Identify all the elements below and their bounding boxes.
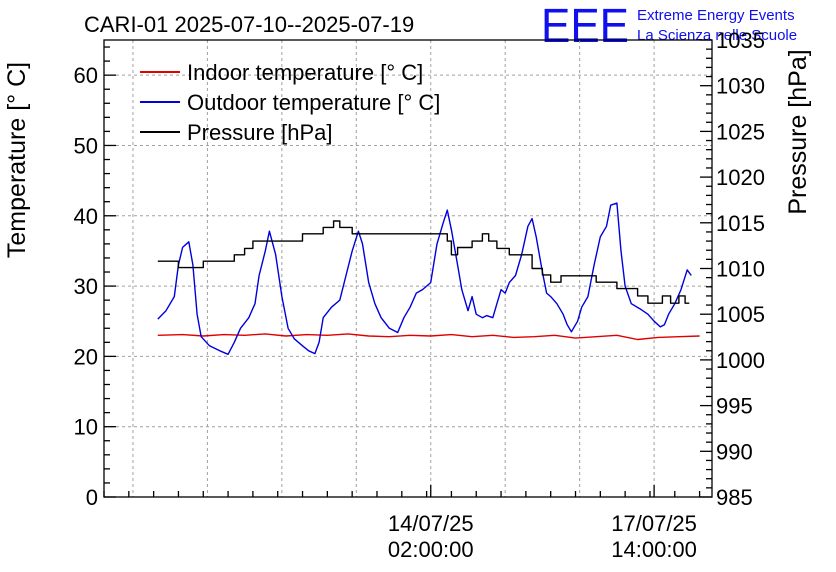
y-left-tick-label: 10: [74, 415, 98, 440]
grid: [104, 40, 712, 497]
y-right-tick-label: 1020: [716, 165, 765, 190]
legend: Indoor temperature [° C] Outdoor temperat…: [140, 60, 440, 145]
y-right-tick-label: 990: [716, 439, 753, 464]
x-tick-time: 02:00:00: [388, 537, 474, 562]
y-left-tick-label: 40: [74, 204, 98, 229]
x-tick-date: 17/07/25: [611, 511, 697, 536]
legend-label: Pressure [hPa]: [187, 120, 333, 145]
y-right-tick-label: 1025: [716, 119, 765, 144]
y-right-tick-label: 1010: [716, 257, 765, 282]
y-right-tick-label: 1000: [716, 348, 765, 373]
legend-label: Indoor temperature [° C]: [187, 60, 423, 85]
y-right-tick-label: 1005: [716, 302, 765, 327]
eee-logo: EEE Extreme Energy Events La Scienza nel…: [541, 0, 797, 53]
y-left-tick-label: 50: [74, 133, 98, 158]
y-right-tick-label: 1035: [716, 28, 765, 53]
y-axis-right-title: Pressure [hPa]: [784, 49, 812, 214]
y-right-tick-label: 1015: [716, 211, 765, 236]
plot-series: [157, 202, 700, 355]
logo-mark: EEE: [541, 0, 629, 53]
y-left-tick-label: 60: [74, 63, 98, 88]
y-left-tick-label: 20: [74, 344, 98, 369]
axes: 0102030405060985990995100010051010101510…: [74, 28, 765, 562]
x-tick-date: 14/07/25: [388, 511, 474, 536]
y-right-tick-label: 995: [716, 394, 753, 419]
legend-label: Outdoor temperature [° C]: [187, 90, 440, 115]
chart-title: CARI-01 2025-07-10--2025-07-19: [84, 12, 414, 37]
series-line-0: [157, 333, 700, 341]
y-left-tick-label: 0: [86, 485, 98, 510]
y-right-tick-label: 985: [716, 485, 753, 510]
y-axis-left-title: Temperature [° C]: [3, 62, 31, 258]
x-tick-time: 14:00:00: [611, 537, 697, 562]
y-left-tick-label: 30: [74, 274, 98, 299]
series-line-2: [157, 220, 690, 304]
y-right-tick-label: 1030: [716, 74, 765, 99]
series-line-1: [157, 202, 692, 355]
logo-line-1: Extreme Energy Events: [637, 7, 795, 24]
